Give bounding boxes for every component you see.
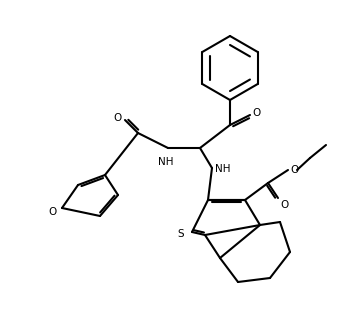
Text: O: O: [280, 200, 288, 210]
Text: NH: NH: [215, 164, 230, 174]
Text: O: O: [114, 113, 122, 123]
Text: S: S: [178, 229, 184, 239]
Text: O: O: [49, 207, 57, 217]
Text: NH: NH: [158, 157, 174, 167]
Text: O: O: [252, 108, 260, 118]
Text: O: O: [290, 165, 298, 175]
